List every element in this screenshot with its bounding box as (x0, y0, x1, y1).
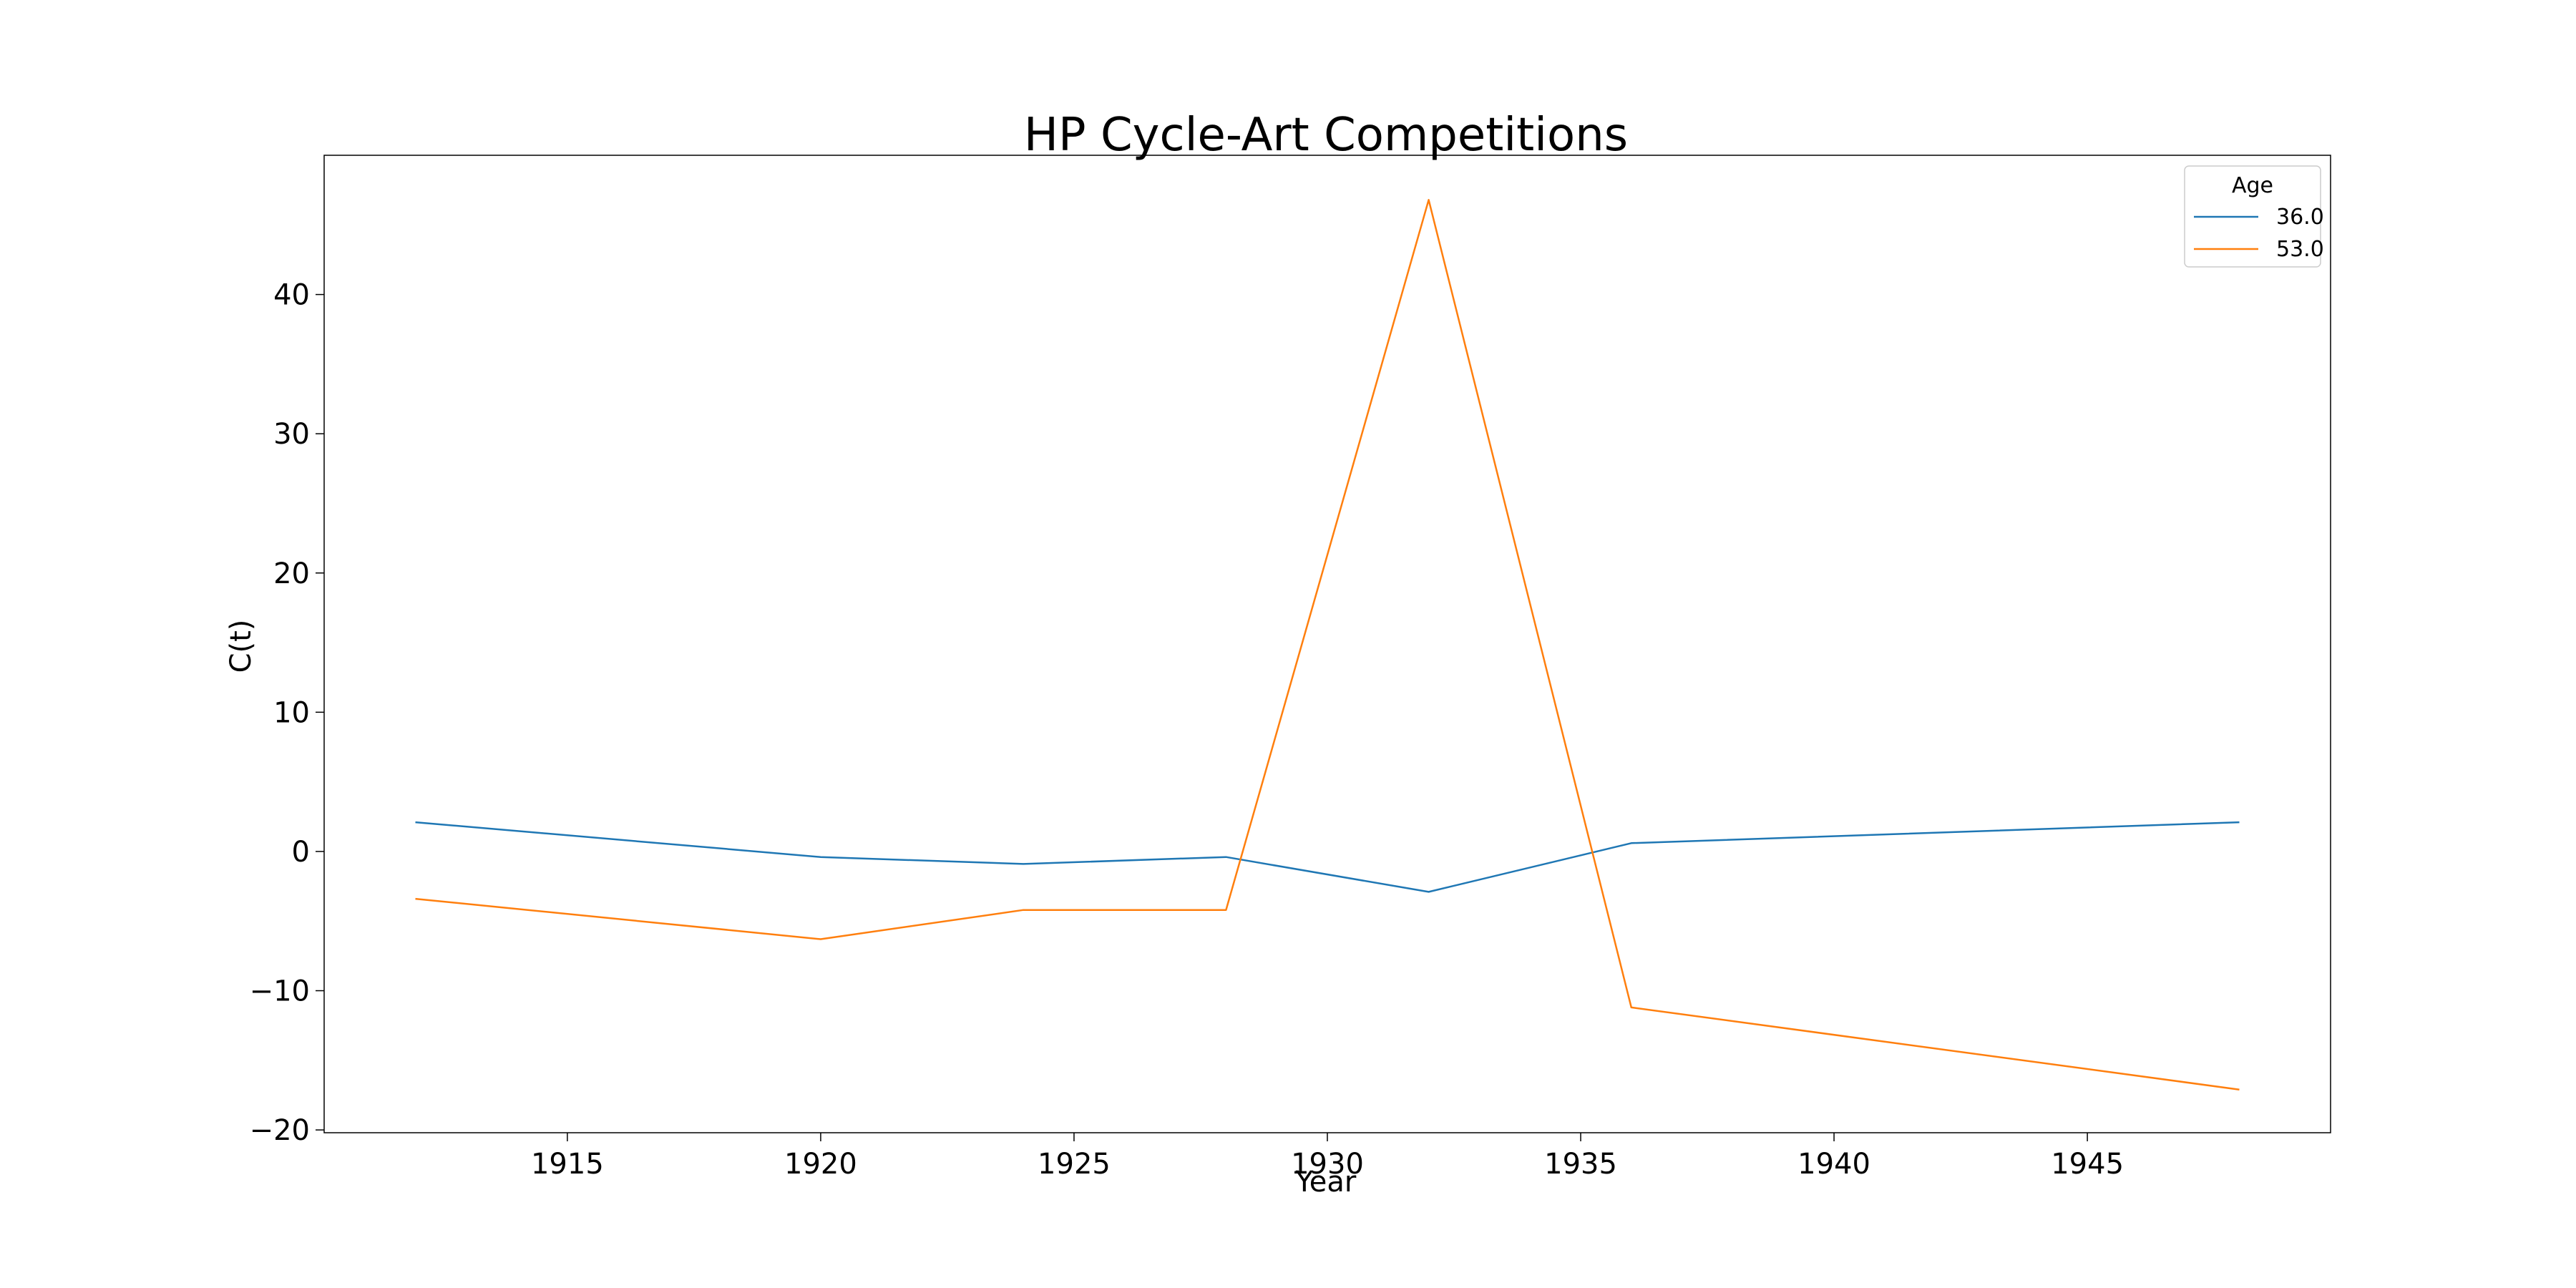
x-tick-label: 1945 (2051, 1148, 2124, 1181)
legend-title: Age (2232, 173, 2273, 198)
y-tick-label: 30 (273, 418, 310, 451)
y-tick-label: 10 (273, 696, 310, 729)
x-tick-label: 1940 (1797, 1148, 1870, 1181)
y-tick-label: 40 (273, 279, 310, 312)
legend-entry-label: 53.0 (2276, 237, 2324, 262)
x-axis: 1915 1920 1925 1930 1935 1940 1945 (531, 1133, 2124, 1181)
plot-area (415, 199, 2240, 1091)
x-tick-label: 1915 (531, 1148, 604, 1181)
x-tick-label: 1935 (1544, 1148, 1617, 1181)
y-axis-label: C(t) (225, 620, 258, 673)
y-tick-label: −10 (250, 975, 310, 1008)
y-axis: −20 −10 0 10 20 30 40 (250, 279, 324, 1147)
x-axis-label: Year (1295, 1166, 1357, 1199)
y-tick-label: −20 (250, 1114, 310, 1147)
x-tick-label: 1925 (1038, 1148, 1111, 1181)
y-tick-label: 20 (273, 557, 310, 590)
x-tick-label: 1920 (784, 1148, 857, 1181)
chart-title: HP Cycle-Art Competitions (1024, 109, 1628, 162)
y-tick-label: 0 (292, 836, 310, 869)
legend-entry-label: 36.0 (2276, 205, 2324, 230)
x-tick-label: 1930 (1291, 1148, 1364, 1181)
series-line-36-0 (415, 821, 2240, 893)
series-line-53-0 (415, 199, 2240, 1091)
